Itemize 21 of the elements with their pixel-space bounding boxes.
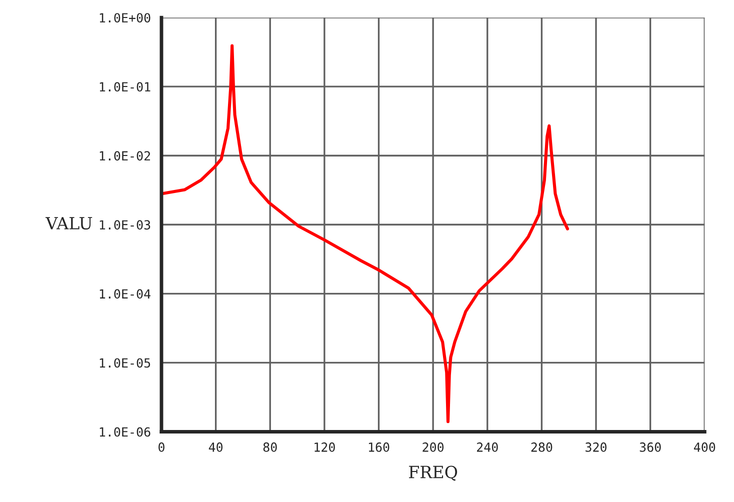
y-tick-label: 1.0E+00 (100, 13, 150, 23)
x-tick-label: 280 (531, 442, 552, 452)
x-tick-label: 400 (694, 442, 716, 452)
y-tick-label: 1.0E-02 (100, 151, 150, 161)
line-series (161, 44, 570, 424)
x-tick-label: 120 (314, 442, 335, 452)
x-tick-label: 40 (208, 442, 223, 452)
x-tick-label: 200 (422, 442, 444, 452)
x-tick-label: 160 (368, 442, 390, 452)
y-axis-title: VALU (46, 217, 92, 230)
x-tick-label: 360 (640, 442, 661, 452)
y-tick-label: 1.0E-01 (100, 82, 150, 92)
x-tick-label: 0 (158, 442, 164, 452)
y-tick-label: 1.0E-06 (100, 427, 150, 437)
y-tick-label: 1.0E-05 (100, 358, 150, 368)
x-tick-label: 80 (263, 442, 277, 452)
x-axis-title: FREQ (409, 466, 458, 481)
x-tick-label: 320 (586, 442, 606, 452)
y-tick-label: 1.0E-03 (100, 220, 150, 230)
y-tick-label: 1.0E-04 (100, 289, 150, 299)
x-tick-label: 240 (477, 442, 498, 452)
